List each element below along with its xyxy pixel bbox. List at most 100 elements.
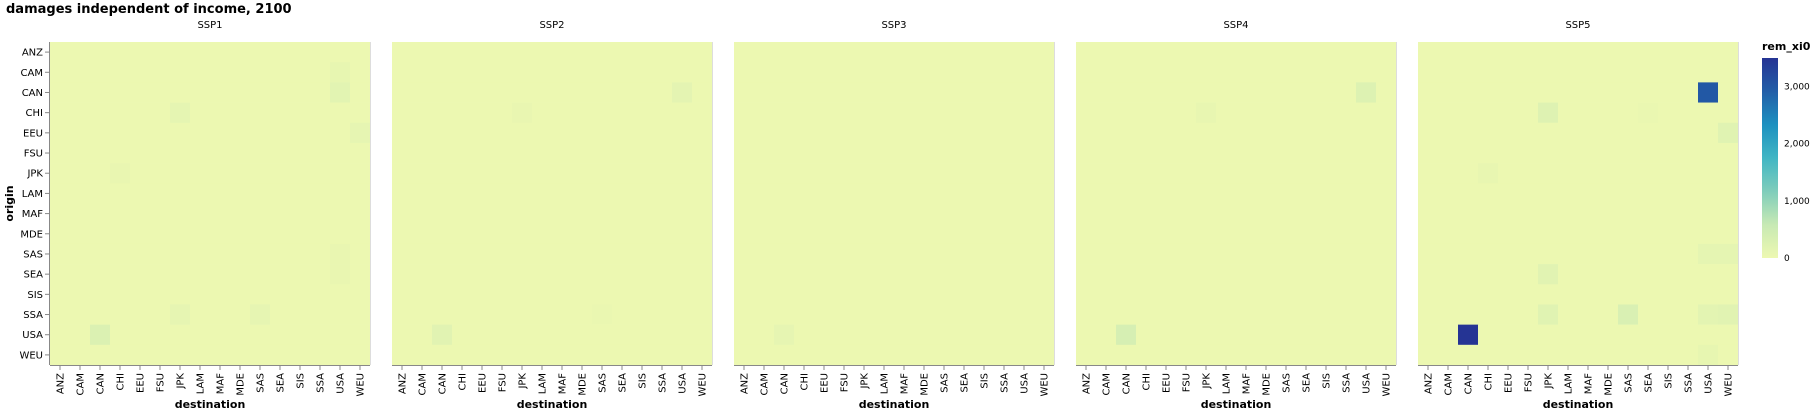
heatmap-cell (492, 183, 513, 204)
heatmap-cell (492, 102, 513, 124)
heatmap-cell (672, 223, 693, 245)
heatmap-cell (1096, 62, 1117, 83)
heatmap-cell (1014, 142, 1035, 164)
heatmap-cell (914, 203, 935, 224)
heatmap-cell (954, 203, 975, 224)
heatmap-cell (150, 102, 171, 124)
heatmap-cell (1678, 102, 1699, 124)
heatmap-cell (330, 344, 351, 366)
heatmap-cell (90, 122, 111, 144)
heatmap-cell (330, 42, 351, 63)
heatmap-cell (974, 243, 995, 265)
heatmap-cell (532, 223, 553, 245)
heatmap-cell (452, 62, 473, 83)
heatmap-cell (1498, 223, 1519, 245)
heatmap-cell (290, 304, 311, 325)
heatmap-cell (1316, 243, 1337, 265)
heatmap-cell (50, 62, 71, 83)
heatmap-cell (1538, 203, 1559, 224)
heatmap-cell (230, 203, 251, 224)
heatmap-cell (452, 304, 473, 325)
heatmap-cell (1156, 142, 1177, 164)
heatmap-cell (412, 122, 433, 144)
heatmap-cell (794, 243, 815, 265)
heatmap-cell (994, 42, 1015, 63)
heatmap-cell (1116, 122, 1137, 144)
heatmap-cell (814, 344, 835, 366)
heatmap-cell (130, 42, 151, 63)
heatmap-cell (270, 102, 291, 124)
heatmap-cell (1316, 142, 1337, 164)
heatmap-cell (1698, 102, 1719, 124)
heatmap-cell (1276, 62, 1297, 83)
heatmap-cell (1296, 284, 1317, 305)
heatmap-cell (794, 344, 815, 366)
heatmap-cell (1096, 304, 1117, 325)
heatmap-cell (1014, 62, 1035, 83)
heatmap-cell (290, 82, 311, 103)
heatmap-cell (130, 243, 151, 265)
heatmap-cell (794, 324, 815, 346)
heatmap-cell (1638, 324, 1659, 346)
heatmap-cell (834, 163, 855, 184)
heatmap-cell (1296, 264, 1317, 285)
x-tick-label: SIS (980, 373, 991, 389)
heatmap-cell (350, 183, 371, 204)
heatmap-cell (1116, 183, 1137, 204)
heatmap-cell (170, 203, 191, 224)
heatmap-cell (170, 62, 191, 83)
heatmap-cell (512, 42, 533, 63)
heatmap-cell (230, 122, 251, 144)
heatmap-cell (1718, 324, 1739, 346)
heatmap-cell (1176, 183, 1197, 204)
y-axis-title: origin (3, 185, 16, 221)
heatmap-cell (894, 304, 915, 325)
heatmap-cell (170, 42, 191, 63)
heatmap-cell (1296, 102, 1317, 124)
heatmap-cell (170, 284, 191, 305)
heatmap-cell (290, 62, 311, 83)
x-tick-label: ANZ (398, 373, 409, 394)
heatmap-cell (512, 324, 533, 346)
heatmap-cell (914, 284, 935, 305)
heatmap-cell (90, 82, 111, 103)
heatmap-cell (794, 62, 815, 83)
heatmap-cell (1236, 82, 1257, 103)
heatmap-cell (210, 62, 231, 83)
heatmap-cell (1598, 324, 1619, 346)
heatmap-cell (974, 42, 995, 63)
heatmap-cell (472, 62, 493, 83)
heatmap-cell (50, 324, 71, 346)
color-legend: rem_xi0 0 1,000 2,000 3,000 (1762, 40, 1810, 264)
heatmap-cell (290, 42, 311, 63)
heatmap-cell (1418, 324, 1439, 346)
heatmap-cell (834, 203, 855, 224)
heatmap-cell (350, 284, 371, 305)
heatmap-cell (1356, 122, 1377, 144)
heatmap-cell (90, 243, 111, 265)
heatmap-cell (1116, 42, 1137, 63)
heatmap-cell (412, 344, 433, 366)
x-tick-label: JPK (176, 373, 187, 390)
heatmap-cell (1316, 304, 1337, 325)
heatmap-cell (1176, 142, 1197, 164)
heatmap-cell (1256, 142, 1277, 164)
heatmap-cell (774, 82, 795, 103)
heatmap-cell (1156, 82, 1177, 103)
heatmap-cell (90, 344, 111, 366)
heatmap-cell (854, 163, 875, 184)
heatmap-cell (1558, 264, 1579, 285)
heatmap-cell (1156, 264, 1177, 285)
heatmap-cell (330, 284, 351, 305)
heatmap-cell (834, 243, 855, 265)
heatmap-cell (1256, 183, 1277, 204)
heatmap-cell (1216, 304, 1237, 325)
heatmap-cell (652, 304, 673, 325)
heatmap-cell (1618, 163, 1639, 184)
heatmap-cell (1718, 304, 1739, 325)
heatmap-cell (994, 122, 1015, 144)
heatmap-cell (1196, 42, 1217, 63)
heatmap-cell (1478, 203, 1499, 224)
heatmap-cell (1638, 223, 1659, 245)
heatmap-cell (1076, 102, 1097, 124)
